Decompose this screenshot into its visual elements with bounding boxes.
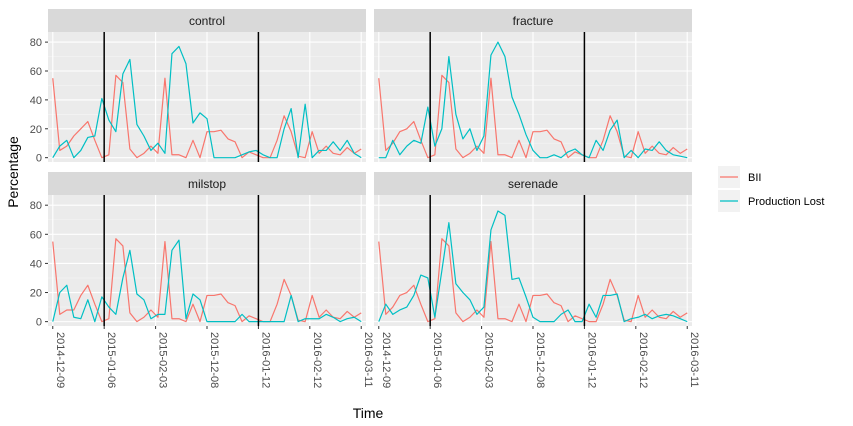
facet-strip — [48, 172, 366, 195]
y-tick-label: 80 — [30, 200, 42, 212]
y-tick-label: 0 — [36, 153, 42, 165]
y-axis-title: Percentage — [5, 136, 21, 208]
x-tick-label: 2016-02-12 — [311, 332, 323, 388]
x-tick-label: 2016-03-11 — [688, 332, 700, 387]
facet-label: milstop — [188, 177, 226, 191]
y-tick-label: 60 — [30, 66, 42, 78]
panel-control: control 0 20 40 60 80 — [30, 9, 366, 165]
facet-label: serenade — [508, 177, 558, 191]
legend-label: BII — [748, 172, 761, 184]
x-tick-label: 2015-02-03 — [157, 332, 169, 388]
y-tick-label: 80 — [30, 37, 42, 49]
legend: BII Production Lost — [718, 166, 824, 212]
facet-label: control — [189, 14, 225, 28]
y-tick-label: 40 — [30, 95, 42, 107]
x-tick-label: 2015-01-06 — [431, 332, 443, 388]
x-tick-label: 2014-12-09 — [380, 332, 392, 388]
panel-fracture: fracture — [374, 9, 692, 162]
y-tick-label: 40 — [30, 258, 42, 270]
y-tick-label: 0 — [36, 317, 42, 329]
facet-label: fracture — [513, 14, 554, 28]
facet-strip — [48, 9, 366, 32]
legend-label: Production Lost — [748, 196, 824, 208]
x-tick-label: 2016-01-12 — [585, 332, 597, 388]
x-tick-label: 2015-02-03 — [483, 332, 495, 388]
panels-layer: control 0 20 40 60 80 fracture milstop 0 20 40 60 80… — [30, 9, 700, 388]
facet-strip — [374, 172, 692, 195]
facet-strip — [374, 9, 692, 32]
panel-milstop: milstop 0 20 40 60 80 2014-12-09 2015-01-06 2015… — [30, 172, 374, 388]
x-tick-label: 2016-01-12 — [259, 332, 271, 388]
y-tick-label: 20 — [30, 288, 42, 300]
x-axis-title: Time — [353, 405, 384, 421]
y-tick-label: 60 — [30, 229, 42, 241]
x-tick-label: 2015-12-08 — [534, 332, 546, 388]
x-tick-label: 2016-02-12 — [637, 332, 649, 388]
x-tick-label: 2015-01-06 — [105, 332, 117, 388]
panel-serenade: serenade 2014-12-09 2015-01-06 2015-02-03 20… — [374, 172, 700, 388]
y-tick-label: 20 — [30, 124, 42, 136]
x-tick-label: 2015-12-08 — [208, 332, 220, 388]
x-tick-label: 2016-03-11 — [362, 332, 374, 387]
x-tick-label: 2014-12-09 — [54, 332, 66, 388]
